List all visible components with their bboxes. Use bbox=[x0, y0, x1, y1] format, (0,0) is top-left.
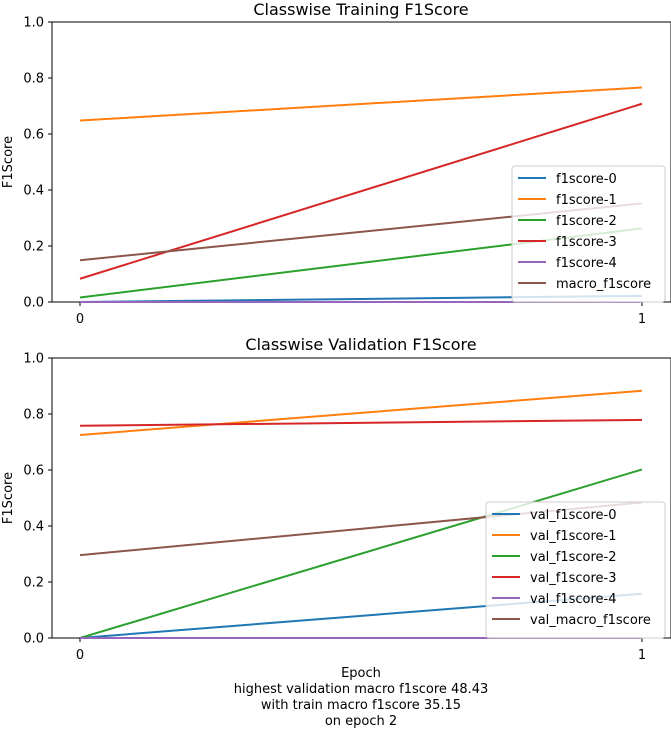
summary-line-3: on epoch 2 bbox=[324, 714, 398, 729]
legend-label: f1score-3 bbox=[556, 235, 617, 250]
legend-label: val_f1score-3 bbox=[530, 571, 617, 586]
y-tick-label: 0.4 bbox=[23, 184, 44, 199]
y-tick-label: 0.6 bbox=[23, 464, 44, 479]
summary-line-2: with train macro f1score 35.15 bbox=[260, 698, 462, 713]
y-tick-label: 0.8 bbox=[23, 72, 44, 87]
legend-label: val_f1score-1 bbox=[530, 529, 617, 544]
series-line bbox=[79, 102, 643, 280]
series-line bbox=[79, 86, 643, 122]
y-tick-label: 0.2 bbox=[23, 576, 44, 591]
y-axis-label: F1Score bbox=[1, 136, 16, 188]
series-line bbox=[79, 418, 643, 427]
axis-ticks: 0.0 0.2 0.4 0.6 0.8 1.0 0 1 bbox=[23, 352, 646, 664]
training-chart: 0.0 0.2 0.4 0.6 0.8 1.0 0 1 Classwise Training … bbox=[1, 0, 671, 327]
x-tick-label: 0 bbox=[76, 312, 84, 327]
legend-label: macro_f1score bbox=[556, 277, 651, 292]
validation-chart: 0.0 0.2 0.4 0.6 0.8 1.0 0 1 Classwise Validatio… bbox=[1, 335, 671, 663]
legend-label: f1score-1 bbox=[556, 193, 617, 208]
legend-label: f1score-0 bbox=[556, 172, 617, 187]
axis-ticks: 0.0 0.2 0.4 0.6 0.8 1.0 0 1 bbox=[23, 16, 646, 328]
legend-box bbox=[485, 501, 666, 639]
summary-line-1: highest validation macro f1score 48.43 bbox=[233, 682, 489, 697]
legend: f1score-0 f1score-1 f1score-2 f1score-3 f1sc… bbox=[511, 165, 666, 303]
y-tick-label: 0.6 bbox=[23, 128, 44, 143]
legend-label: val_f1score-2 bbox=[530, 550, 617, 565]
legend-label: val_f1score-0 bbox=[530, 508, 617, 523]
chart-title: Classwise Training F1Score bbox=[253, 0, 468, 19]
y-tick-label: 0.4 bbox=[23, 520, 44, 535]
y-tick-label: 1.0 bbox=[23, 16, 44, 31]
legend-label: f1score-2 bbox=[556, 214, 617, 229]
legend-label: val_macro_f1score bbox=[530, 613, 651, 628]
series-line bbox=[79, 468, 643, 639]
y-tick-label: 0.0 bbox=[23, 296, 44, 311]
y-tick-label: 0.0 bbox=[23, 632, 44, 647]
series-line bbox=[79, 389, 643, 436]
y-tick-label: 0.2 bbox=[23, 240, 44, 255]
y-axis-label: F1Score bbox=[1, 472, 16, 524]
x-tick-label: 1 bbox=[638, 312, 646, 327]
x-axis-label: Epoch bbox=[341, 666, 381, 681]
legend-label: f1score-4 bbox=[556, 256, 617, 271]
legend-label: val_f1score-4 bbox=[530, 592, 617, 607]
y-tick-label: 1.0 bbox=[23, 352, 44, 367]
chart-title: Classwise Validation F1Score bbox=[245, 335, 476, 354]
x-tick-label: 1 bbox=[638, 648, 646, 663]
legend-box bbox=[511, 165, 666, 303]
y-tick-label: 0.8 bbox=[23, 408, 44, 423]
legend: val_f1score-0 val_f1score-1 val_f1score-2v… bbox=[485, 501, 666, 639]
x-tick-label: 0 bbox=[76, 648, 84, 663]
